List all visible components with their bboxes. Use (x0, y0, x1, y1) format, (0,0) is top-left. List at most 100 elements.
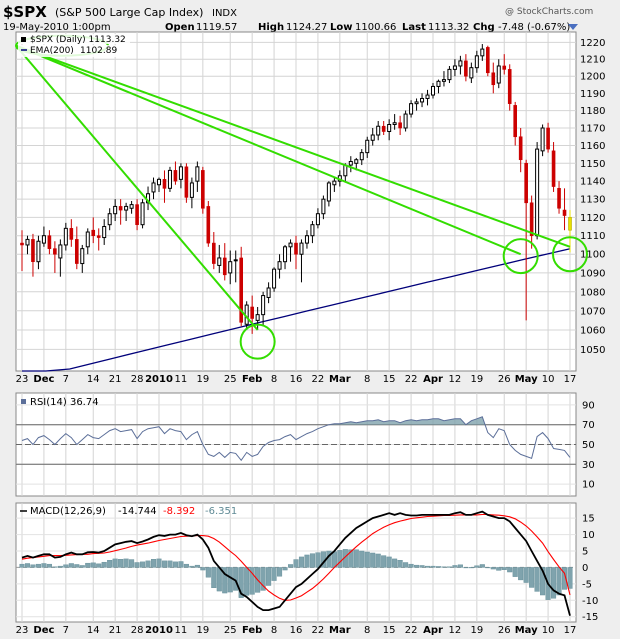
candle-body (326, 182, 331, 202)
index-name: (S&P 500 Large Cap Index) (55, 6, 203, 19)
candle (518, 127, 523, 173)
x-tick-label: 17 (564, 374, 577, 385)
x-tick-label: Mar (329, 374, 351, 385)
candle (392, 114, 397, 130)
macd-histogram-bar (463, 567, 469, 569)
candle (261, 291, 266, 327)
candle (502, 54, 507, 75)
macd-histogram-bar (167, 560, 173, 568)
macd-histogram-bar (90, 562, 96, 568)
candle-body (409, 103, 414, 115)
candle-body (315, 213, 320, 226)
macd-histogram-bar (46, 563, 52, 568)
candle (222, 243, 227, 281)
macd-histogram-bar (540, 567, 546, 596)
candle-body (464, 60, 468, 77)
x-tick-label: 14 (87, 625, 100, 636)
macd-histogram-bar (468, 567, 474, 569)
dropdown-arrow-icon[interactable] (568, 24, 578, 30)
candle-body (332, 180, 337, 186)
y-tick-label: 1060 (580, 326, 605, 337)
x-tick-label: 19 (196, 374, 209, 385)
macd-histogram-bar (178, 561, 184, 568)
candle-body (233, 259, 238, 262)
last-value: 1113.32 (428, 22, 469, 33)
candle (85, 228, 90, 255)
rsi-title: RSI(14) 36.74 (30, 397, 99, 408)
candle (266, 282, 271, 304)
x-tick-label: Apr (423, 374, 443, 385)
x-tick-label: 16 (290, 374, 303, 385)
macd-histogram-bar (435, 566, 442, 568)
candle (41, 226, 46, 247)
x-tick-label: 22 (312, 625, 325, 636)
candle (74, 226, 79, 270)
x-tick-label: 15 (383, 625, 396, 636)
x-tick-label: 2010 (145, 374, 173, 385)
candle-body (261, 295, 266, 316)
candle (69, 219, 74, 247)
trend-line (15, 44, 522, 256)
y-tick-label: 1170 (580, 123, 605, 134)
candle-body (85, 231, 90, 248)
candle-body (283, 246, 288, 263)
candle (568, 210, 572, 253)
candle (447, 65, 452, 84)
x-tick-label: 25 (224, 625, 237, 636)
candle (206, 200, 211, 247)
candle-body (376, 125, 381, 136)
macd-histogram-bar (19, 563, 25, 568)
candle-body (507, 69, 512, 104)
candle-body (304, 235, 309, 244)
macd-histogram-bar (41, 563, 47, 568)
exchange-label: INDX (212, 8, 237, 19)
y-tick-label: 1070 (580, 306, 605, 317)
candle-body (458, 60, 463, 67)
macd-histogram-bar (211, 567, 217, 589)
candle (53, 241, 57, 273)
candle (474, 50, 479, 73)
candle (425, 89, 430, 106)
candle (409, 100, 414, 118)
candle-body (299, 242, 304, 255)
macd-histogram-bar (424, 565, 431, 568)
candle (469, 62, 474, 84)
candle (557, 181, 561, 214)
macd-histogram-bar (161, 560, 168, 568)
candle-body (387, 124, 392, 132)
x-tick-label: Mar (329, 625, 351, 636)
macd-histogram-bar (282, 567, 288, 571)
candle (184, 163, 189, 203)
x-tick-label: Apr (423, 625, 443, 636)
x-tick-label: 8 (271, 374, 277, 385)
macd-histogram-bar (457, 564, 463, 568)
candle (255, 306, 260, 331)
candle (299, 239, 304, 283)
candle-body (250, 306, 254, 319)
y-tick-label: 1120 (580, 213, 605, 224)
x-tick-label: Feb (242, 625, 262, 636)
candle-body (124, 205, 129, 211)
candle-body (113, 205, 118, 215)
macd-histogram-bar (85, 562, 91, 568)
candle-body (469, 67, 474, 79)
candle-body (211, 242, 216, 264)
macd-histogram-bar (523, 567, 529, 583)
macd-histogram-bar (222, 567, 228, 594)
x-tick-label: 28 (131, 625, 144, 636)
macd-histogram-bar (244, 567, 250, 596)
rsi-tick-label: 50 (582, 440, 595, 451)
macd-line (21, 510, 571, 616)
x-tick-label: 25 (224, 374, 237, 385)
x-tick-label: 26 (498, 625, 511, 636)
y-tick-label: 1130 (580, 195, 605, 206)
macd-histogram-bar (397, 560, 403, 568)
candle (513, 101, 518, 146)
candle (535, 142, 540, 240)
candle-body (129, 204, 134, 209)
candle-body (359, 152, 364, 161)
candle-body (524, 162, 528, 204)
candle (441, 71, 446, 87)
candle-body (557, 188, 561, 209)
macd-histogram-bar (567, 567, 573, 589)
